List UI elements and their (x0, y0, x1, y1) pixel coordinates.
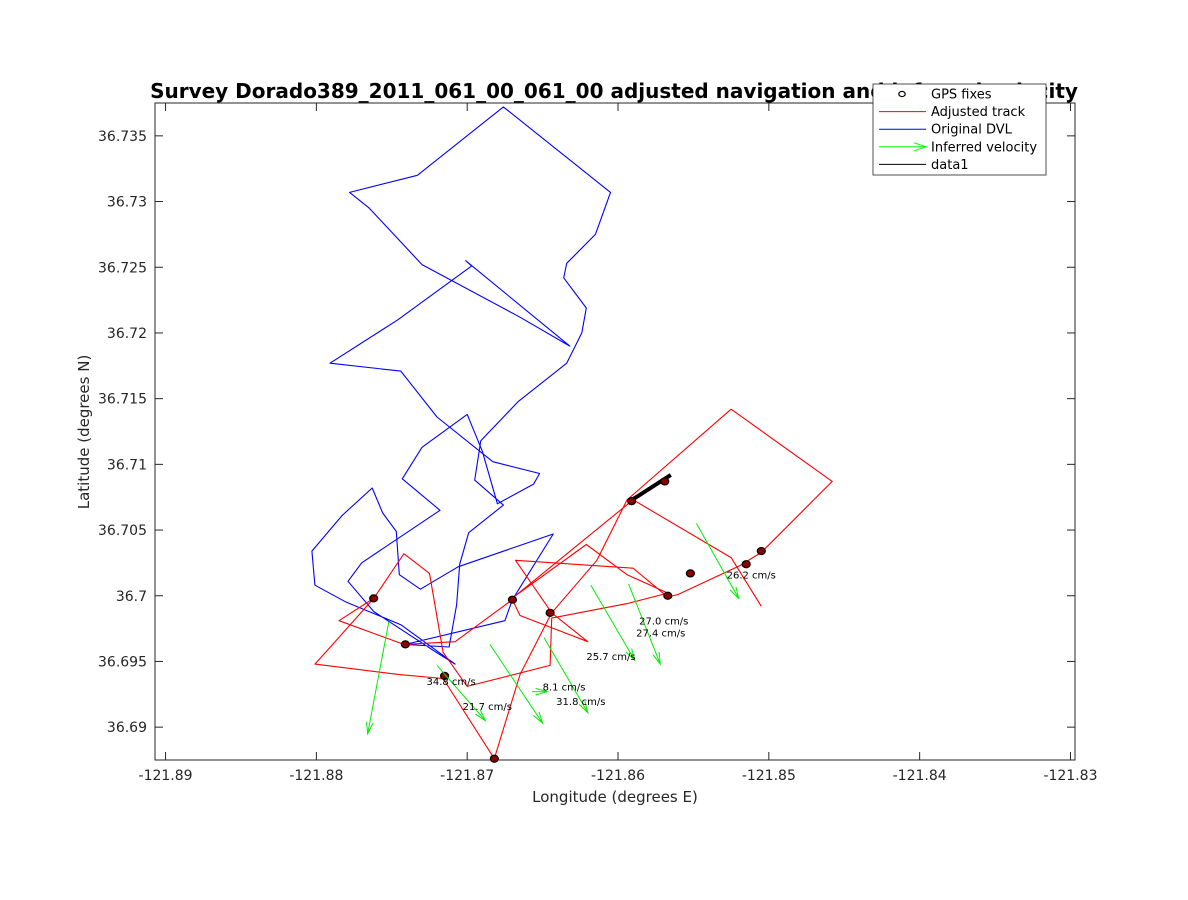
velocity-arrow-shaft (590, 584, 636, 661)
velocity-label: 25.7 cm/s (586, 652, 635, 663)
series-line-original-dvl (311, 106, 612, 665)
gps-fix-marker (489, 754, 499, 763)
series-layer: 34.8 cm/s 21.7 cm/s 8.1 cm/s 31.8 cm/s 25.7 … (311, 106, 833, 763)
velocity-label: 31.8 cm/s (556, 697, 605, 708)
legend-swatch-gps-fixes (898, 90, 906, 98)
x-tick-label: -121.89 (139, 768, 193, 784)
legend-label-data1: data1 (931, 158, 969, 173)
x-tick-label: -121.87 (440, 768, 494, 784)
velocity-arrow-shaft (436, 665, 486, 721)
x-tick-label: -121.83 (1043, 768, 1097, 784)
plot-area (154, 102, 1076, 761)
velocity-arrow-head (533, 711, 544, 725)
gps-fix-marker (660, 477, 670, 486)
legend-label-adjusted-track: Adjusted track (931, 105, 1026, 120)
velocity-arrow-head (652, 652, 661, 666)
velocity-arrow-head (625, 648, 636, 662)
x-tick-label: -121.86 (591, 768, 645, 784)
velocity-arrow-head (578, 700, 589, 715)
x-tick-label: -121.88 (289, 768, 343, 784)
velocity-label: 26.2 cm/s (727, 571, 776, 582)
x-tick-label: -121.85 (742, 768, 796, 784)
velocity-arrow-head (729, 586, 740, 600)
legend: GPS fixes Adjusted track Original DVL Infer… (872, 83, 1047, 176)
velocity-label: 8.1 cm/s (543, 682, 586, 693)
gps-fix-marker (369, 594, 379, 603)
legend-label-original-dvl: Original DVL (931, 123, 1013, 138)
y-tick-label: 36.695 (98, 654, 147, 670)
y-tick-label: 36.705 (98, 523, 147, 539)
y-tick-label: 36.71 (107, 457, 147, 473)
gps-fix-marker (685, 569, 696, 578)
x-tick-label: -121.84 (893, 768, 947, 784)
gps-fix-marker (756, 546, 766, 556)
gps-fix-marker (741, 560, 751, 569)
velocity-arrow-head (474, 709, 487, 722)
velocity-label: 27.0 cm/s (639, 617, 688, 628)
velocity-arrow-shaft (696, 523, 740, 599)
velocity-arrow-head (535, 687, 549, 696)
gps-fix-marker (400, 640, 410, 649)
y-tick-label: 36.72 (107, 326, 147, 342)
series-line-adjusted-track (314, 408, 833, 760)
y-tick-label: 36.73 (107, 195, 147, 211)
y-tick-label: 36.7 (116, 589, 147, 605)
y-tick-label: 36.735 (98, 129, 147, 145)
velocity-arrow-shaft (628, 583, 661, 665)
x-axis-label: Longitude (degrees E) (532, 788, 698, 806)
velocity-arrow-shaft (543, 637, 589, 713)
legend-swatch-arrowhead (913, 142, 928, 152)
gps-fix-marker (626, 497, 637, 506)
gps-fix-marker (545, 608, 555, 617)
velocity-arrow-shaft (489, 644, 544, 724)
velocity-arrow-shaft (367, 621, 390, 734)
gps-fix-marker (663, 591, 673, 600)
velocity-arrow-head (366, 721, 374, 736)
gps-fix-marker (439, 671, 450, 681)
velocity-label: 27.4 cm/s (636, 628, 685, 639)
velocity-label: 34.8 cm/s (426, 677, 475, 688)
legend-label-gps-fixes: GPS fixes (931, 88, 992, 103)
y-axis-label: Latitude (degrees N) (75, 355, 93, 510)
y-tick-label: 36.725 (98, 260, 147, 276)
y-tick-label: 36.715 (98, 392, 147, 408)
gps-fix-marker (507, 595, 518, 604)
velocity-label: 21.7 cm/s (463, 702, 512, 713)
ticks-layer: -121.89 -121.88 -121.87 -121.86 -121.85 -121.… (98, 103, 1097, 784)
legend-label-inferred-velocity: Inferred velocity (931, 140, 1037, 155)
y-tick-label: 36.69 (107, 720, 147, 736)
